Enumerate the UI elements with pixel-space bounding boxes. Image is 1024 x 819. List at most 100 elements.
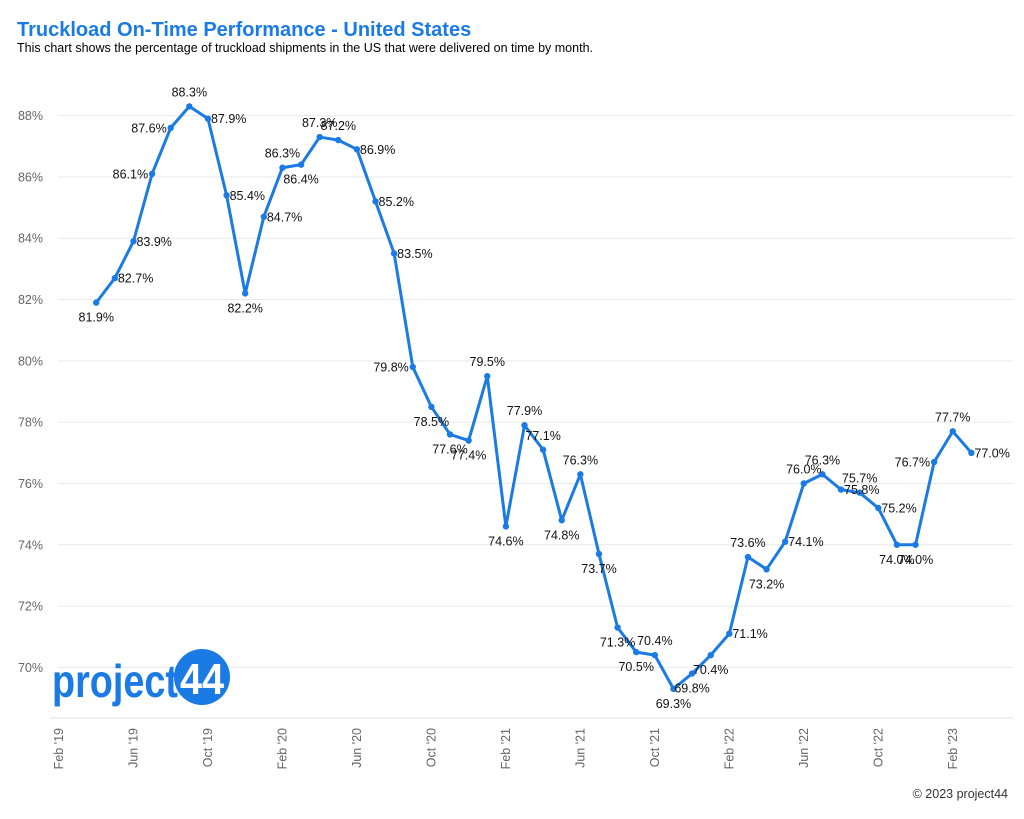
- data-point: [521, 422, 528, 429]
- data-point: [502, 523, 510, 530]
- data-label: 77.7%: [935, 410, 970, 424]
- data-point: [372, 198, 379, 205]
- data-point: [912, 541, 919, 548]
- data-point: [111, 274, 119, 282]
- copyright-notice: © 2023 project44: [912, 787, 1008, 801]
- data-label: 73.6%: [730, 536, 765, 550]
- series-line: [94, 104, 973, 691]
- data-label: 75.8%: [844, 483, 879, 497]
- data-label: 75.7%: [842, 472, 877, 486]
- y-tick-label: 76%: [18, 477, 43, 491]
- data-point: [130, 238, 137, 245]
- data-point: [577, 471, 584, 478]
- data-label: 70.4%: [693, 663, 728, 677]
- data-label: 81.9%: [79, 311, 114, 325]
- data-label: 74.6%: [488, 534, 523, 548]
- data-label: 83.5%: [397, 247, 432, 261]
- data-point: [297, 161, 305, 168]
- data-label: 82.7%: [118, 272, 153, 286]
- data-point: [279, 164, 286, 171]
- data-label: 86.4%: [283, 173, 318, 187]
- y-tick-label: 82%: [18, 293, 43, 307]
- y-tick-label: 84%: [18, 232, 43, 246]
- data-points: [93, 103, 975, 693]
- data-label: 69.8%: [674, 682, 709, 696]
- data-label: 73.2%: [749, 577, 784, 591]
- data-point: [446, 431, 454, 438]
- data-point: [484, 372, 491, 380]
- data-point: [837, 486, 845, 493]
- data-label: 78.5%: [414, 415, 449, 429]
- data-label: 86.9%: [360, 143, 395, 157]
- data-point: [856, 489, 863, 496]
- data-label: 86.1%: [113, 167, 148, 181]
- data-label: 86.3%: [265, 147, 300, 161]
- data-label: 87.9%: [211, 112, 246, 126]
- x-tick-label: Feb '20: [275, 728, 289, 769]
- data-label: 76.0%: [786, 462, 821, 476]
- data-label: 74.1%: [788, 535, 823, 549]
- y-tick-label: 72%: [18, 600, 43, 614]
- data-label: 77.0%: [974, 446, 1009, 460]
- data-point: [242, 290, 249, 297]
- data-point: [93, 299, 100, 306]
- data-point: [186, 103, 193, 110]
- data-label: 76.7%: [895, 456, 930, 470]
- data-label: 77.4%: [451, 449, 486, 463]
- data-label: 76.3%: [805, 453, 840, 467]
- data-point: [465, 437, 472, 444]
- data-label: 87.2%: [321, 119, 356, 133]
- data-point: [726, 630, 733, 637]
- x-tick-label: Feb '23: [946, 728, 960, 769]
- data-label: 75.2%: [881, 502, 916, 516]
- data-label: 69.3%: [656, 697, 691, 711]
- data-point: [893, 541, 901, 548]
- x-tick-label: Oct '22: [871, 728, 885, 767]
- data-label: 87.3%: [302, 116, 337, 130]
- y-tick-label: 88%: [18, 109, 43, 123]
- data-label: 87.6%: [131, 121, 166, 135]
- data-label: 71.3%: [600, 636, 635, 650]
- data-label: 77.1%: [525, 429, 560, 443]
- gridlines: [58, 115, 1013, 668]
- data-point: [670, 685, 677, 693]
- data-point: [353, 146, 361, 153]
- data-point: [949, 428, 956, 435]
- data-point: [800, 480, 807, 487]
- data-point: [539, 446, 547, 453]
- data-label: 74.8%: [544, 528, 579, 542]
- data-label: 79.5%: [470, 355, 505, 369]
- data-point: [651, 651, 659, 659]
- data-point: [930, 458, 938, 466]
- data-point: [335, 136, 342, 144]
- data-label: 76.3%: [563, 453, 598, 467]
- x-tick-label: Jun '19: [126, 728, 140, 768]
- logo-badge-text: 44: [180, 655, 224, 704]
- x-tick-label: Jun '21: [573, 728, 587, 768]
- axes: 70% 72% 74% 76% 78% 80% 82% 84% 86% 88% Feb '19 Jun…: [18, 109, 1013, 769]
- logo-badge: [174, 649, 230, 705]
- data-point: [558, 517, 565, 524]
- x-tick-label: Oct '20: [424, 728, 438, 767]
- y-tick-label: 74%: [18, 538, 43, 552]
- x-tick-label: Jun '22: [797, 728, 811, 768]
- data-label: 74.0%: [898, 553, 933, 567]
- data-label: 88.3%: [172, 85, 207, 99]
- x-tick-label: Jun '20: [350, 728, 364, 768]
- data-point: [633, 648, 640, 656]
- x-tick-label: Feb '19: [52, 728, 66, 769]
- data-point: [688, 670, 696, 677]
- data-point: [875, 504, 882, 512]
- data-labels: 81.9% 82.7% 83.9% 86.1% 87.6% 88.3% 87.9% 85.4%…: [79, 85, 1010, 710]
- data-point: [744, 553, 752, 561]
- data-label: 84.7%: [267, 210, 302, 224]
- series-line-layer: [94, 104, 973, 691]
- y-tick-label: 86%: [18, 170, 43, 184]
- data-point: [148, 170, 156, 178]
- x-tick-label: Oct '21: [648, 728, 662, 767]
- data-label: 77.9%: [507, 404, 542, 418]
- data-point: [428, 403, 435, 411]
- data-label: 79.8%: [373, 360, 408, 374]
- data-point: [204, 115, 212, 122]
